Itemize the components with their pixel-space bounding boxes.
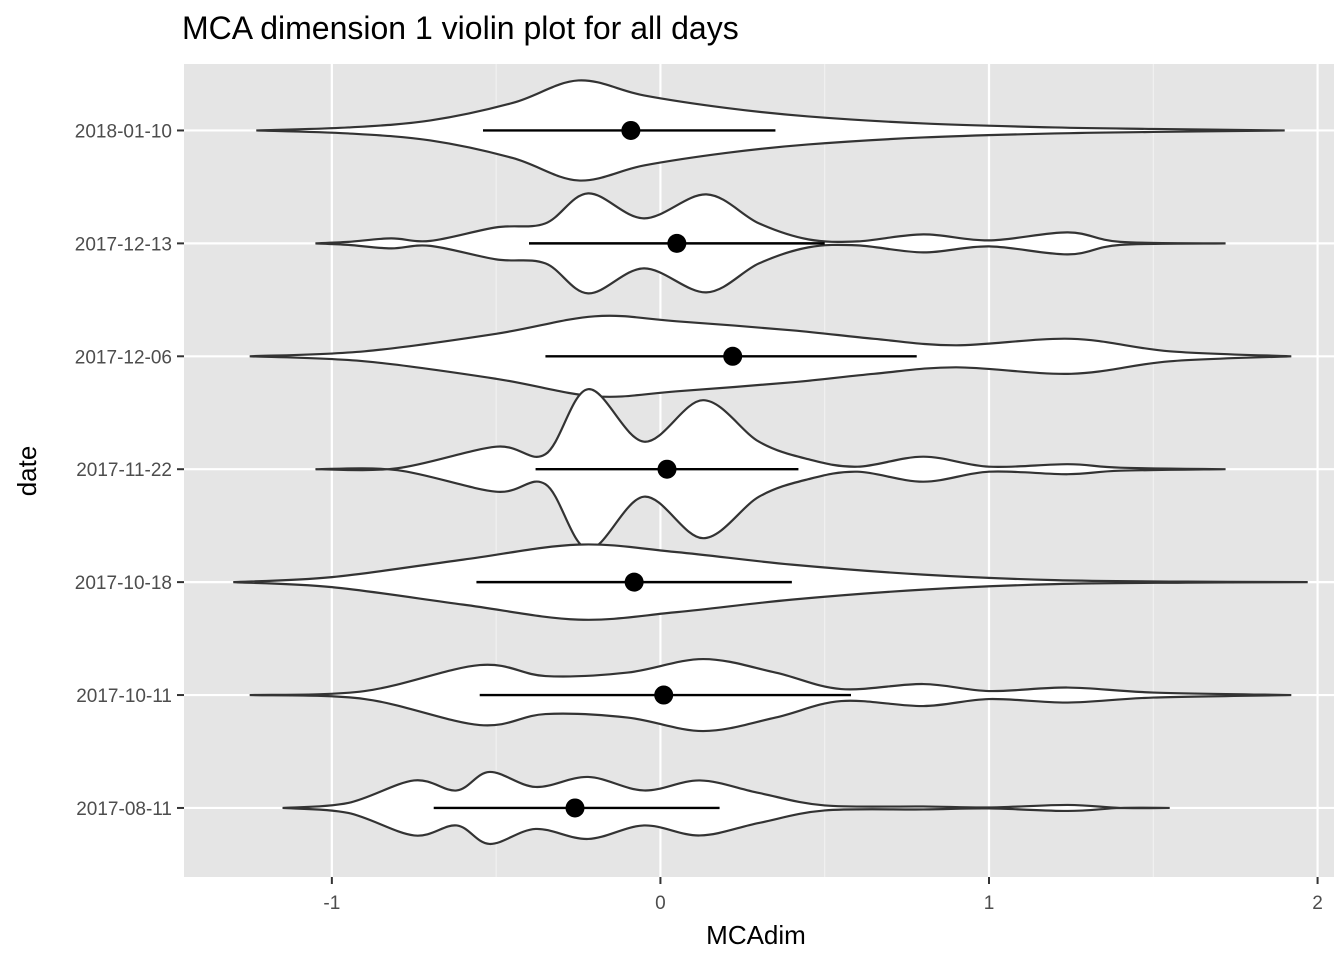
y-axis: 2018-01-10 2017-12-13 2017-12-06 2017-11-22…	[75, 121, 184, 820]
y-axis-title: date	[12, 446, 42, 497]
y-tick-label: 2017-12-13	[75, 234, 172, 255]
violin-group	[315, 192, 1226, 295]
mean-point	[723, 346, 743, 366]
y-tick-label: 2017-08-11	[76, 799, 172, 820]
x-tick-label: 1	[984, 893, 995, 914]
x-tick-label: -1	[323, 893, 340, 914]
x-tick-label: 0	[655, 893, 666, 914]
mean-point	[624, 572, 644, 592]
y-tick-label: 2017-11-22	[76, 460, 172, 481]
violin-group	[233, 543, 1308, 621]
violin-group	[249, 657, 1292, 733]
y-tick-label: 2018-01-10	[75, 121, 172, 142]
mean-point	[657, 459, 677, 479]
violin-group	[256, 79, 1285, 182]
y-tick-label: 2017-12-06	[75, 347, 172, 368]
y-tick-label: 2017-10-18	[75, 573, 172, 594]
violin-shape	[282, 770, 1170, 846]
mean-point	[667, 233, 687, 253]
chart-title: MCA dimension 1 violin plot for all days	[182, 10, 739, 46]
x-axis-title: MCAdim	[706, 920, 806, 950]
x-tick-label: 2	[1312, 893, 1323, 914]
mean-point	[565, 798, 585, 818]
y-tick-label: 2017-10-11	[76, 686, 172, 707]
mean-point	[654, 685, 674, 705]
violin-group	[315, 388, 1226, 551]
x-axis: -1 0 1 2	[323, 877, 1323, 914]
violin-group	[282, 770, 1170, 846]
violin-group	[249, 314, 1292, 398]
violins	[233, 79, 1308, 846]
mean-point	[621, 120, 641, 140]
